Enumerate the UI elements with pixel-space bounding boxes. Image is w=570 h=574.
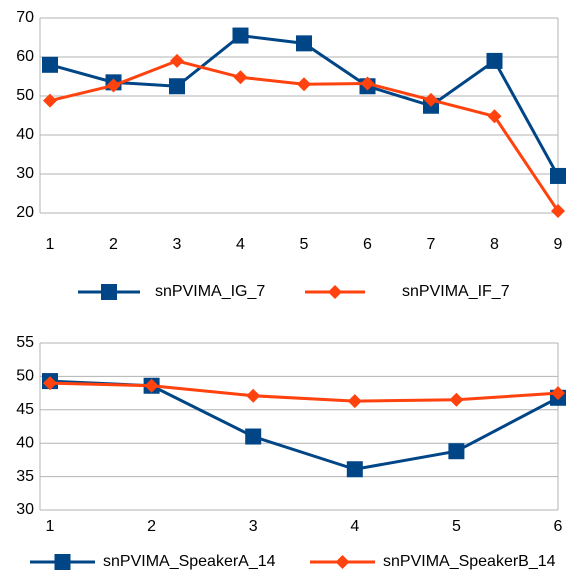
legend-label: snPVIMA_IG_7	[155, 283, 265, 300]
data-point	[245, 428, 262, 445]
data-point	[43, 376, 57, 391]
data-point	[360, 76, 375, 91]
y-tick-label: 50	[16, 368, 34, 385]
y-tick-label: 45	[16, 401, 34, 418]
data-point	[170, 53, 184, 68]
y-tick-label: 40	[16, 126, 34, 143]
series-line	[49, 379, 559, 471]
y-tick-label: 35	[16, 468, 34, 485]
legend-marker	[328, 285, 342, 299]
y-tick-label: 60	[16, 48, 34, 65]
y-tick-label: 20	[16, 204, 34, 221]
data-point	[449, 392, 464, 407]
data-point	[551, 386, 565, 401]
data-point	[346, 461, 363, 478]
x-tick-label: 6	[554, 518, 563, 535]
x-tick-label: 4	[350, 518, 359, 535]
data-point	[169, 78, 185, 95]
legend-marker	[335, 555, 350, 569]
y-tick-label: 55	[16, 334, 34, 351]
y-tick-label: 30	[16, 501, 34, 518]
x-tick-label: 7	[427, 236, 436, 253]
x-tick-label: 6	[363, 236, 372, 253]
legend-marker	[54, 554, 71, 570]
x-tick-label: 2	[147, 518, 156, 535]
data-point	[43, 93, 57, 108]
x-tick-label: 1	[46, 518, 55, 535]
y-tick-label: 30	[16, 165, 34, 182]
data-point	[232, 27, 249, 44]
y-tick-label: 70	[16, 9, 34, 26]
y-tick-label: 50	[16, 87, 34, 104]
legend-label: snPVIMA_SpeakerB_14	[383, 553, 556, 570]
legend-label: snPVIMA_SpeakerA_14	[103, 553, 276, 570]
data-point	[233, 70, 248, 85]
data-point	[246, 388, 261, 403]
x-tick-label: 3	[173, 236, 182, 253]
series-line	[49, 381, 559, 403]
legend-label: snPVIMA_IF_7	[402, 283, 510, 300]
x-tick-label: 4	[236, 236, 245, 253]
x-tick-label: 3	[249, 518, 258, 535]
data-point	[296, 35, 312, 52]
x-tick-label: 1	[46, 236, 55, 253]
data-point	[106, 78, 121, 93]
data-point	[347, 394, 362, 409]
data-point	[486, 52, 503, 69]
x-tick-label: 8	[490, 236, 499, 253]
data-point	[448, 443, 465, 460]
x-tick-label: 2	[109, 236, 118, 253]
data-point	[42, 56, 58, 73]
y-tick-label: 40	[16, 434, 34, 451]
data-point	[550, 167, 566, 184]
x-tick-label: 9	[554, 236, 563, 253]
data-point	[551, 204, 565, 219]
x-tick-label: 5	[452, 518, 461, 535]
data-point	[144, 378, 159, 393]
x-tick-label: 5	[300, 236, 309, 253]
data-point	[297, 77, 311, 92]
legend-marker	[101, 284, 117, 300]
data-point	[424, 92, 438, 107]
data-point	[487, 109, 502, 124]
